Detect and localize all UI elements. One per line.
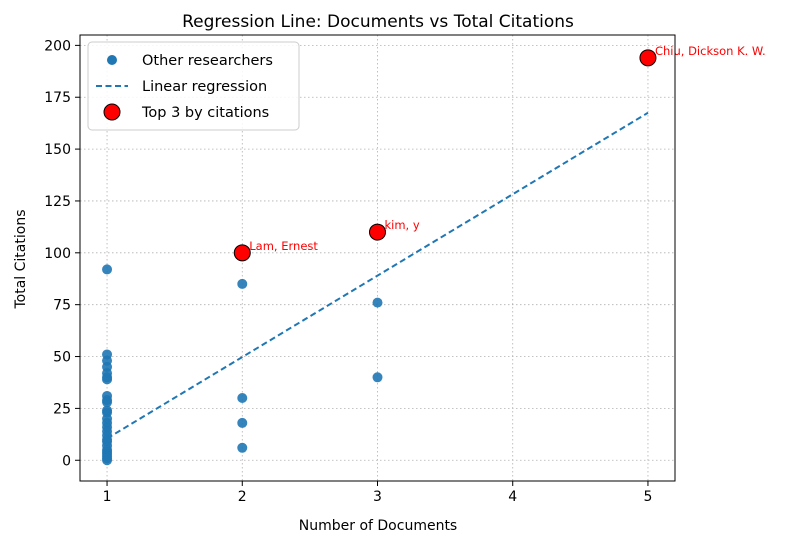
x-tick-label: 4 (508, 489, 517, 505)
legend-label: Top 3 by citations (141, 105, 269, 121)
data-point (102, 455, 113, 466)
y-tick-label: 150 (44, 142, 71, 158)
legend-label: Linear regression (142, 79, 267, 95)
regression-line (106, 111, 649, 440)
legend: Other researchers Linear regression Top 3 … (87, 41, 300, 131)
data-point (102, 374, 113, 385)
y-tick-label: 0 (62, 453, 71, 469)
y-tick-label: 200 (44, 38, 71, 54)
data-point (237, 417, 248, 428)
data-point (102, 397, 113, 408)
data-point (372, 297, 383, 308)
data-point (237, 442, 248, 453)
x-tick-label: 5 (643, 489, 652, 505)
x-tick-label: 1 (103, 489, 112, 505)
top-researcher-label: Lam, Ernest (249, 239, 318, 253)
legend-box (87, 41, 300, 131)
x-tick-label: 2 (238, 489, 247, 505)
legend-marker-scatter (107, 55, 117, 65)
y-tick-label: 50 (53, 350, 71, 366)
data-point (102, 264, 113, 275)
top-researcher-point (233, 244, 251, 262)
chart-title: Regression Line: Documents vs Total Cita… (182, 12, 574, 32)
data-point (237, 393, 248, 404)
top-researcher-label: Chiu, Dickson K. W. (655, 44, 766, 58)
y-tick-label: 125 (44, 194, 71, 210)
data-point (237, 278, 248, 289)
y-tick-label: 25 (53, 401, 71, 417)
top-researcher-point (639, 49, 657, 67)
y-tick-label: 75 (53, 298, 71, 314)
x-axis-label: Number of Documents (299, 518, 457, 534)
legend-label: Other researchers (142, 53, 273, 69)
y-tick-label: 100 (44, 246, 71, 262)
plot-area: Lam, Ernest kim, y Chiu, Dickson K. W. 1 2 3 4… (44, 34, 766, 505)
y-axis-label: Total Citations (13, 210, 29, 310)
legend-marker-highlight (103, 103, 121, 121)
top-researcher-label: kim, y (385, 218, 420, 232)
data-point (372, 372, 383, 383)
top-researcher-point (369, 223, 386, 241)
x-tick-label: 3 (373, 489, 382, 505)
y-tick-label: 175 (44, 90, 71, 106)
